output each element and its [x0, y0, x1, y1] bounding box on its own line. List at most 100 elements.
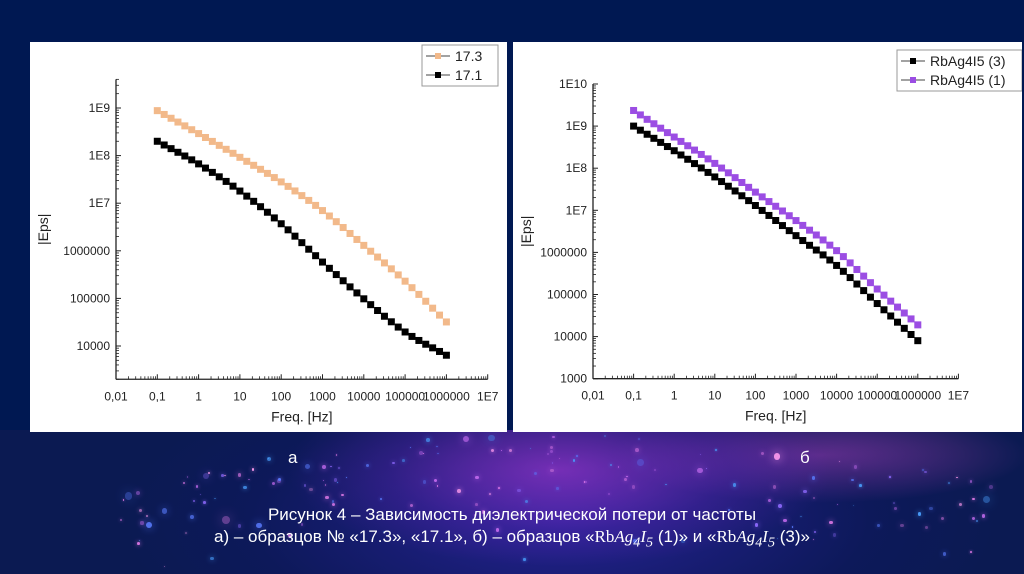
data-point-marker — [846, 274, 854, 282]
sparkle-dot — [609, 463, 612, 466]
data-point-marker — [319, 207, 326, 215]
sparkle-dot — [500, 449, 503, 452]
formula-ag-1: Ag — [614, 527, 634, 546]
sparkle-dot — [187, 476, 189, 478]
legend-label: RbAg4I5 (3) — [930, 53, 1005, 69]
data-point-marker — [380, 259, 388, 267]
y-axis-label: |Eps| — [518, 216, 534, 247]
sparkle-dot — [970, 551, 972, 554]
figure-caption-line2: а) – образцов № «17.3», «17.1», б) – обр… — [0, 527, 1024, 551]
data-point-marker — [387, 318, 395, 326]
sparkle-dot — [345, 476, 347, 479]
data-point-marker — [724, 169, 732, 177]
sparkle-dot — [380, 498, 383, 501]
sparkle-dot — [631, 485, 636, 489]
sparkle-dot — [120, 518, 122, 521]
sparkle-dot — [558, 457, 561, 460]
sparkle-dot — [237, 524, 241, 528]
data-point-marker — [429, 344, 437, 352]
formula-i-sub-1: 5 — [646, 534, 654, 551]
data-point-marker — [751, 188, 759, 196]
formula-rb-2: Rb — [716, 527, 737, 546]
data-point-marker — [243, 192, 251, 200]
sparkle-dot — [335, 454, 338, 456]
sparkle-dot — [140, 521, 144, 525]
data-point-marker — [181, 122, 189, 130]
data-point-marker — [208, 168, 216, 176]
sparkle-dot — [626, 475, 628, 478]
data-point-marker — [650, 120, 658, 128]
y-tick-label: 1000000 — [63, 244, 110, 258]
data-point-marker — [263, 169, 271, 177]
sparkle-dot — [828, 520, 833, 525]
data-point-marker — [738, 192, 746, 200]
legend-box — [896, 49, 1022, 92]
x-tick-label: 0,1 — [149, 389, 166, 403]
legend-label: RbAg4I5 (1) — [930, 72, 1005, 88]
data-point-marker — [312, 252, 320, 260]
sparkle-dot — [221, 473, 225, 477]
y-tick-label: 1E7 — [566, 203, 588, 217]
sparkle-dot — [457, 489, 462, 493]
sparkle-dot — [214, 497, 216, 500]
data-point-marker — [772, 216, 780, 224]
data-point-marker — [704, 155, 712, 163]
x-tick-label: 1000 — [783, 389, 810, 403]
sparkle-dot — [331, 500, 335, 503]
data-point-marker — [697, 164, 705, 172]
data-point-marker — [215, 141, 223, 149]
sparkle-dot — [922, 469, 924, 471]
data-point-marker — [691, 146, 698, 154]
data-point-marker — [657, 138, 665, 146]
sparkle-dot — [524, 499, 528, 503]
data-point-marker — [257, 203, 265, 211]
data-point-marker — [374, 307, 382, 315]
sparkle-dot — [983, 496, 991, 504]
sparkle-dot — [941, 516, 945, 521]
sparkle-dot — [426, 438, 430, 442]
y-tick-label: 1E8 — [89, 149, 111, 163]
sparkle-dot — [624, 478, 628, 482]
data-point-marker — [792, 217, 800, 225]
data-point-marker — [215, 173, 223, 181]
data-point-marker — [778, 207, 786, 215]
sparkle-dot — [135, 491, 140, 496]
x-tick-label: 100000 — [385, 389, 425, 403]
sparkle-dot — [888, 476, 891, 478]
data-point-marker — [415, 336, 423, 344]
sparkle-dot — [772, 485, 777, 489]
data-point-marker — [799, 237, 807, 245]
data-point-marker — [866, 293, 874, 301]
data-point-marker — [887, 312, 895, 320]
data-point-marker — [826, 256, 834, 264]
sparkle-dot — [238, 473, 242, 477]
sparkle-dot — [760, 451, 764, 455]
data-point-marker — [270, 214, 278, 222]
data-point-marker — [229, 182, 237, 190]
data-point-marker — [812, 246, 820, 254]
sparkle-dot — [473, 514, 475, 516]
sparkle-dot — [463, 436, 470, 443]
sparkle-dot — [382, 531, 385, 533]
sparkle-dot — [190, 515, 194, 520]
sparkle-dot — [337, 482, 339, 484]
data-point-marker — [806, 241, 814, 249]
data-point-marker — [208, 137, 216, 145]
sparkle-dot — [124, 492, 133, 500]
legend-label: 17.3 — [455, 48, 482, 64]
sparkle-dot — [338, 467, 340, 469]
sparkle-dot — [402, 459, 406, 463]
sparkle-dot — [164, 566, 166, 568]
sparkle-dot — [330, 465, 332, 468]
chart-panel-b: 0,01 0,1 1 10 100 1000 10000 100000 1000000 1E7 10… — [513, 42, 1022, 432]
data-point-marker — [394, 323, 402, 331]
data-point-marker — [277, 220, 285, 228]
data-point-marker — [846, 259, 854, 267]
data-point-marker — [360, 295, 368, 303]
data-point-marker — [174, 118, 182, 126]
data-point-marker — [367, 301, 375, 309]
data-point-marker — [222, 145, 230, 153]
sparkle-dot — [517, 488, 522, 493]
sparkle-dot — [277, 477, 281, 481]
sparkle-dot — [419, 450, 424, 455]
